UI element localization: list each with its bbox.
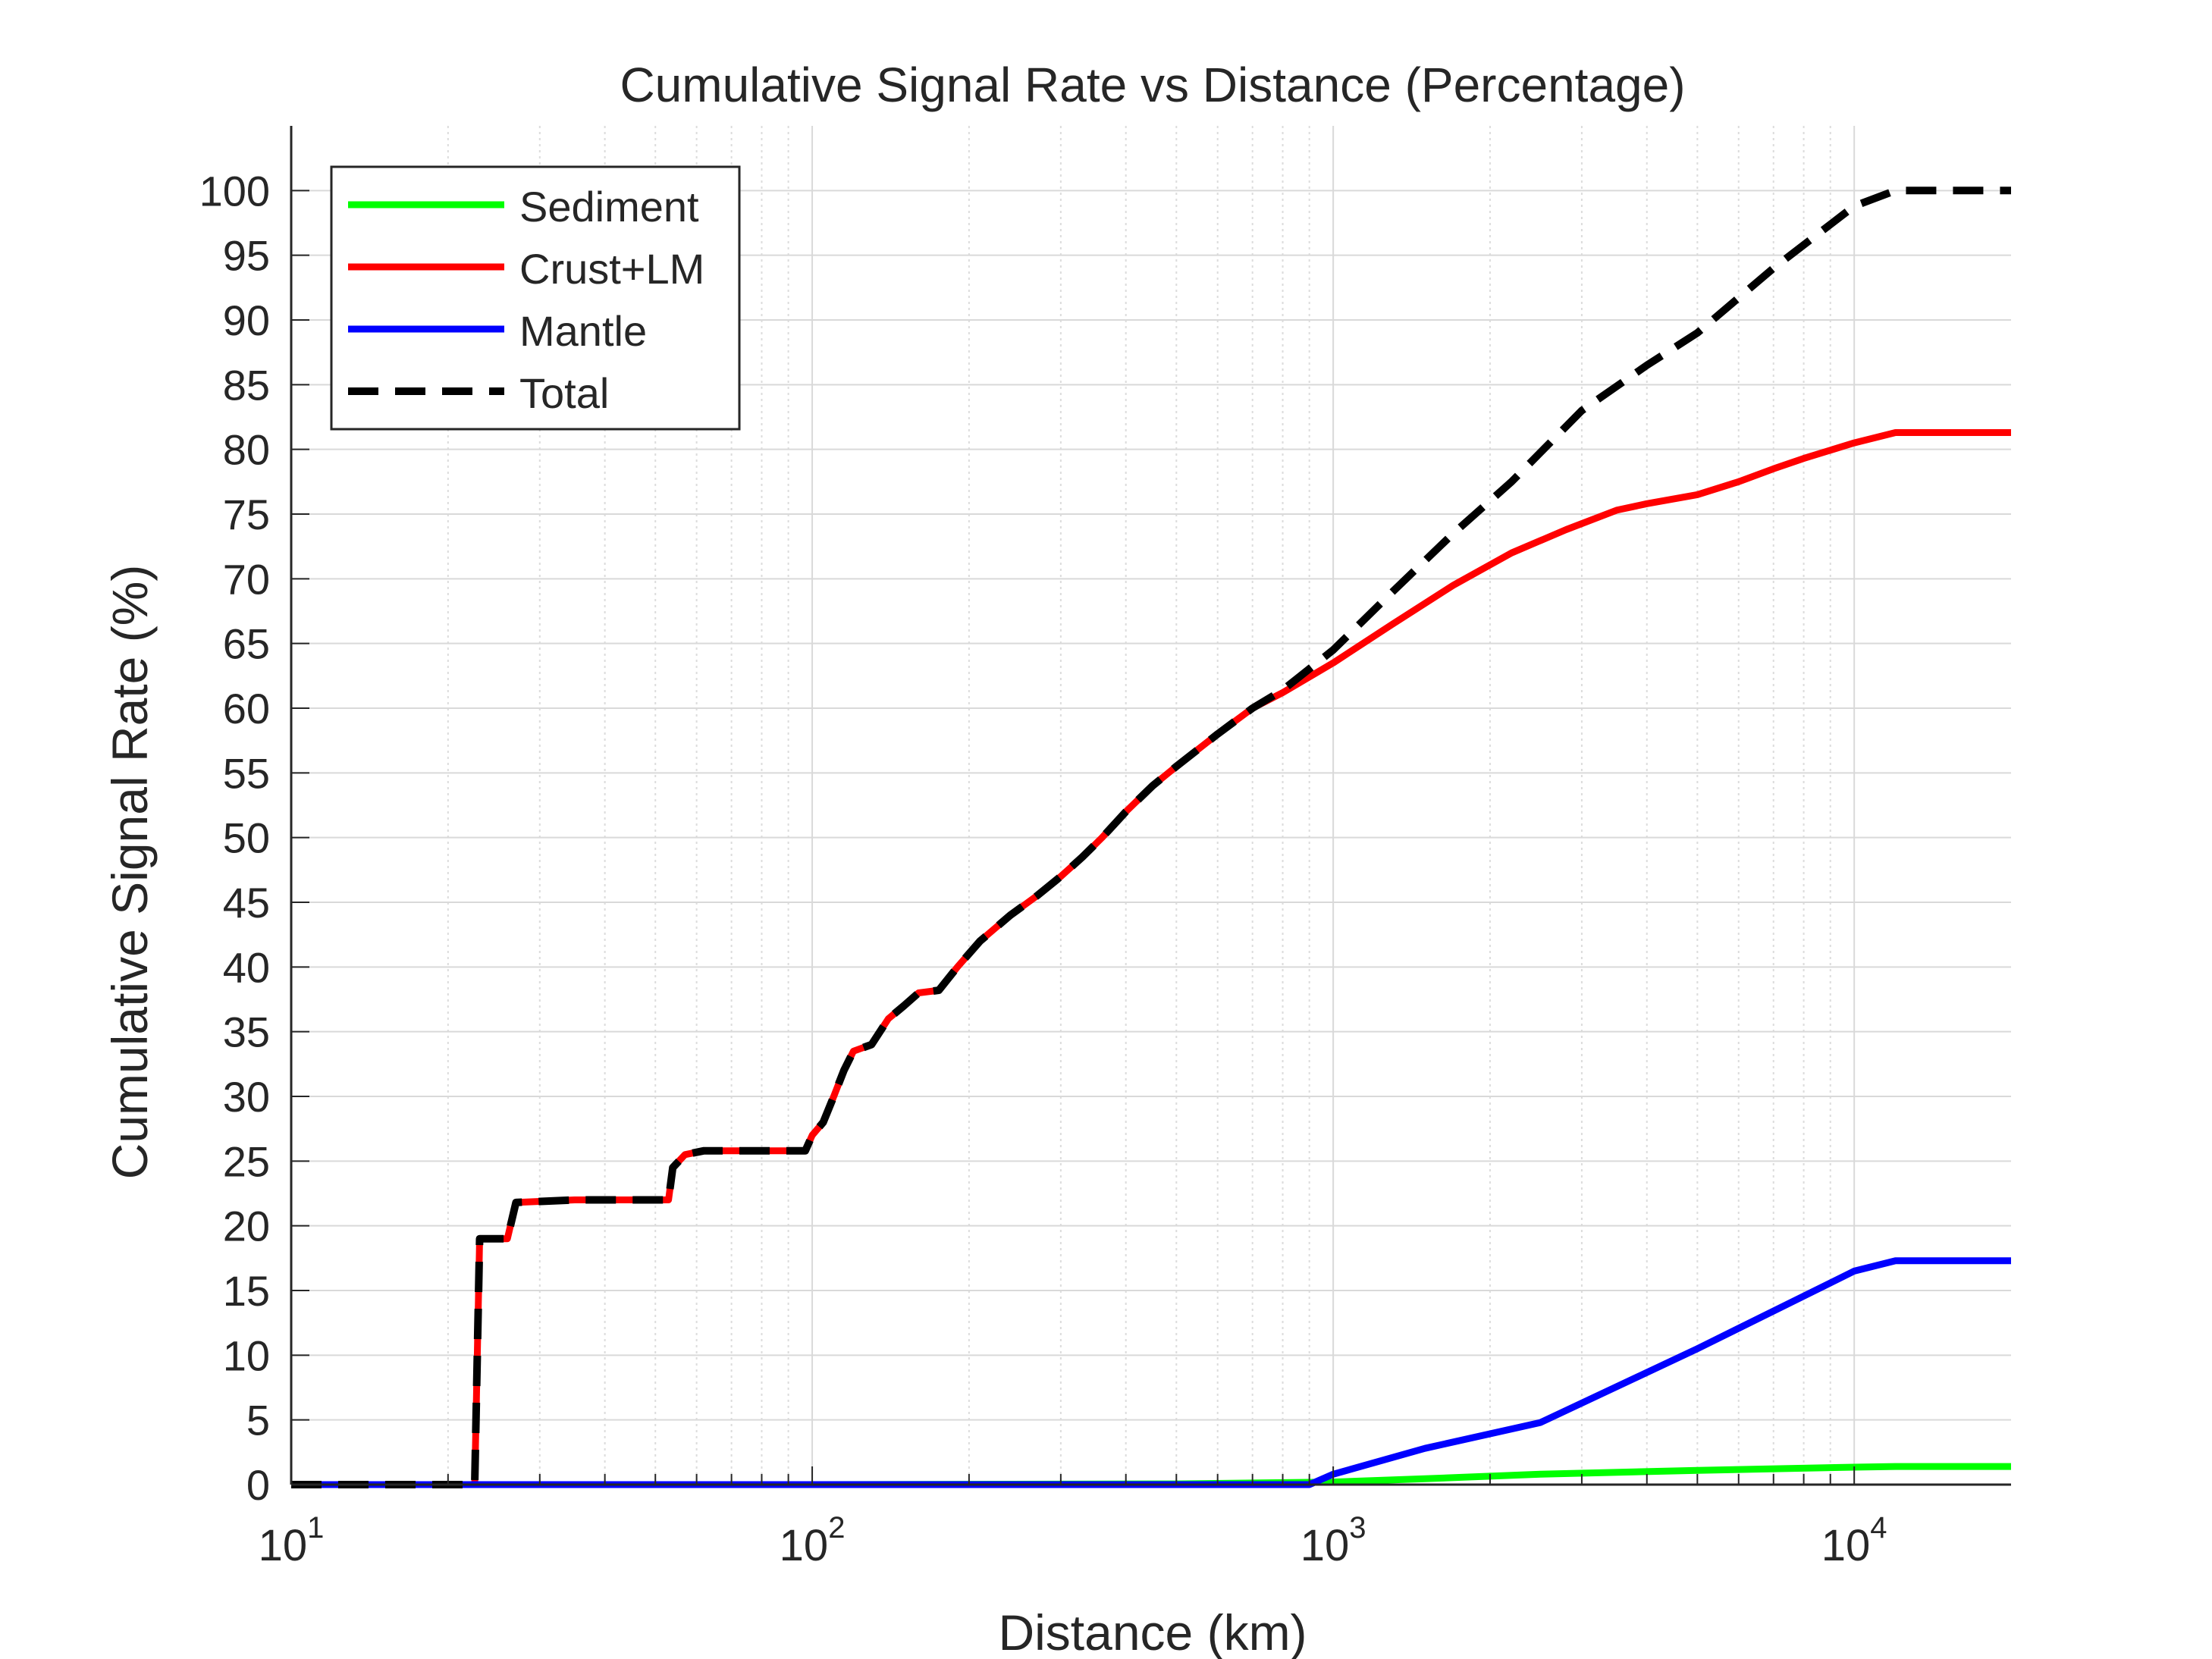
major-grid bbox=[290, 126, 2011, 1485]
y-tick-label: 65 bbox=[223, 620, 270, 668]
y-tick-label: 60 bbox=[223, 685, 270, 732]
legend-label: Crust+LM bbox=[519, 245, 704, 293]
series-layer bbox=[291, 187, 2011, 1488]
y-tick-label: 85 bbox=[223, 361, 270, 409]
y-tick-label: 20 bbox=[223, 1203, 270, 1250]
y-tick-label: 10 bbox=[223, 1331, 270, 1379]
x-tick-label: 104 bbox=[1821, 1511, 1887, 1570]
y-tick-label: 70 bbox=[223, 555, 270, 603]
x-axis-label: Distance (km) bbox=[998, 1604, 1307, 1659]
y-tick-label: 35 bbox=[223, 1008, 270, 1056]
y-tick-label: 90 bbox=[223, 296, 270, 344]
y-tick-label: 80 bbox=[223, 426, 270, 474]
legend-label: Mantle bbox=[519, 307, 647, 355]
y-tick-label: 75 bbox=[223, 491, 270, 538]
x-tick-label: 103 bbox=[1301, 1511, 1366, 1570]
y-tick-label: 40 bbox=[223, 943, 270, 991]
y-tick-label: 50 bbox=[223, 814, 270, 862]
y-tick-label: 55 bbox=[223, 749, 270, 797]
chart-title: Cumulative Signal Rate vs Distance (Perc… bbox=[620, 58, 1685, 112]
legend-label: Total bbox=[519, 369, 609, 417]
legend: Sediment Crust+LM Mantle Total bbox=[330, 165, 741, 431]
tick-labels: 0 5 10 15 20 25 30 35 40 45 50 55 60 65 70 75 80 85 90 95 10… bbox=[199, 167, 1887, 1570]
y-axis-label: Cumulative Signal Rate (%) bbox=[102, 565, 158, 1180]
y-tick-label: 95 bbox=[223, 232, 270, 280]
y-tick-label: 5 bbox=[246, 1397, 270, 1444]
y-tick-label: 30 bbox=[223, 1073, 270, 1121]
axes bbox=[290, 126, 2011, 1486]
y-tick-label: 0 bbox=[246, 1461, 270, 1509]
x-tick-label: 102 bbox=[780, 1511, 846, 1570]
y-tick-label: 100 bbox=[199, 167, 270, 215]
y-tick-label: 15 bbox=[223, 1267, 270, 1315]
legend-box bbox=[330, 165, 741, 431]
x-tick-label: 101 bbox=[259, 1511, 325, 1570]
series-line-mantle bbox=[291, 1257, 2011, 1488]
legend-label: Sediment bbox=[519, 183, 699, 231]
series-line-total bbox=[291, 187, 2011, 1488]
y-tick-label: 25 bbox=[223, 1137, 270, 1185]
y-tick-label: 45 bbox=[223, 879, 270, 927]
